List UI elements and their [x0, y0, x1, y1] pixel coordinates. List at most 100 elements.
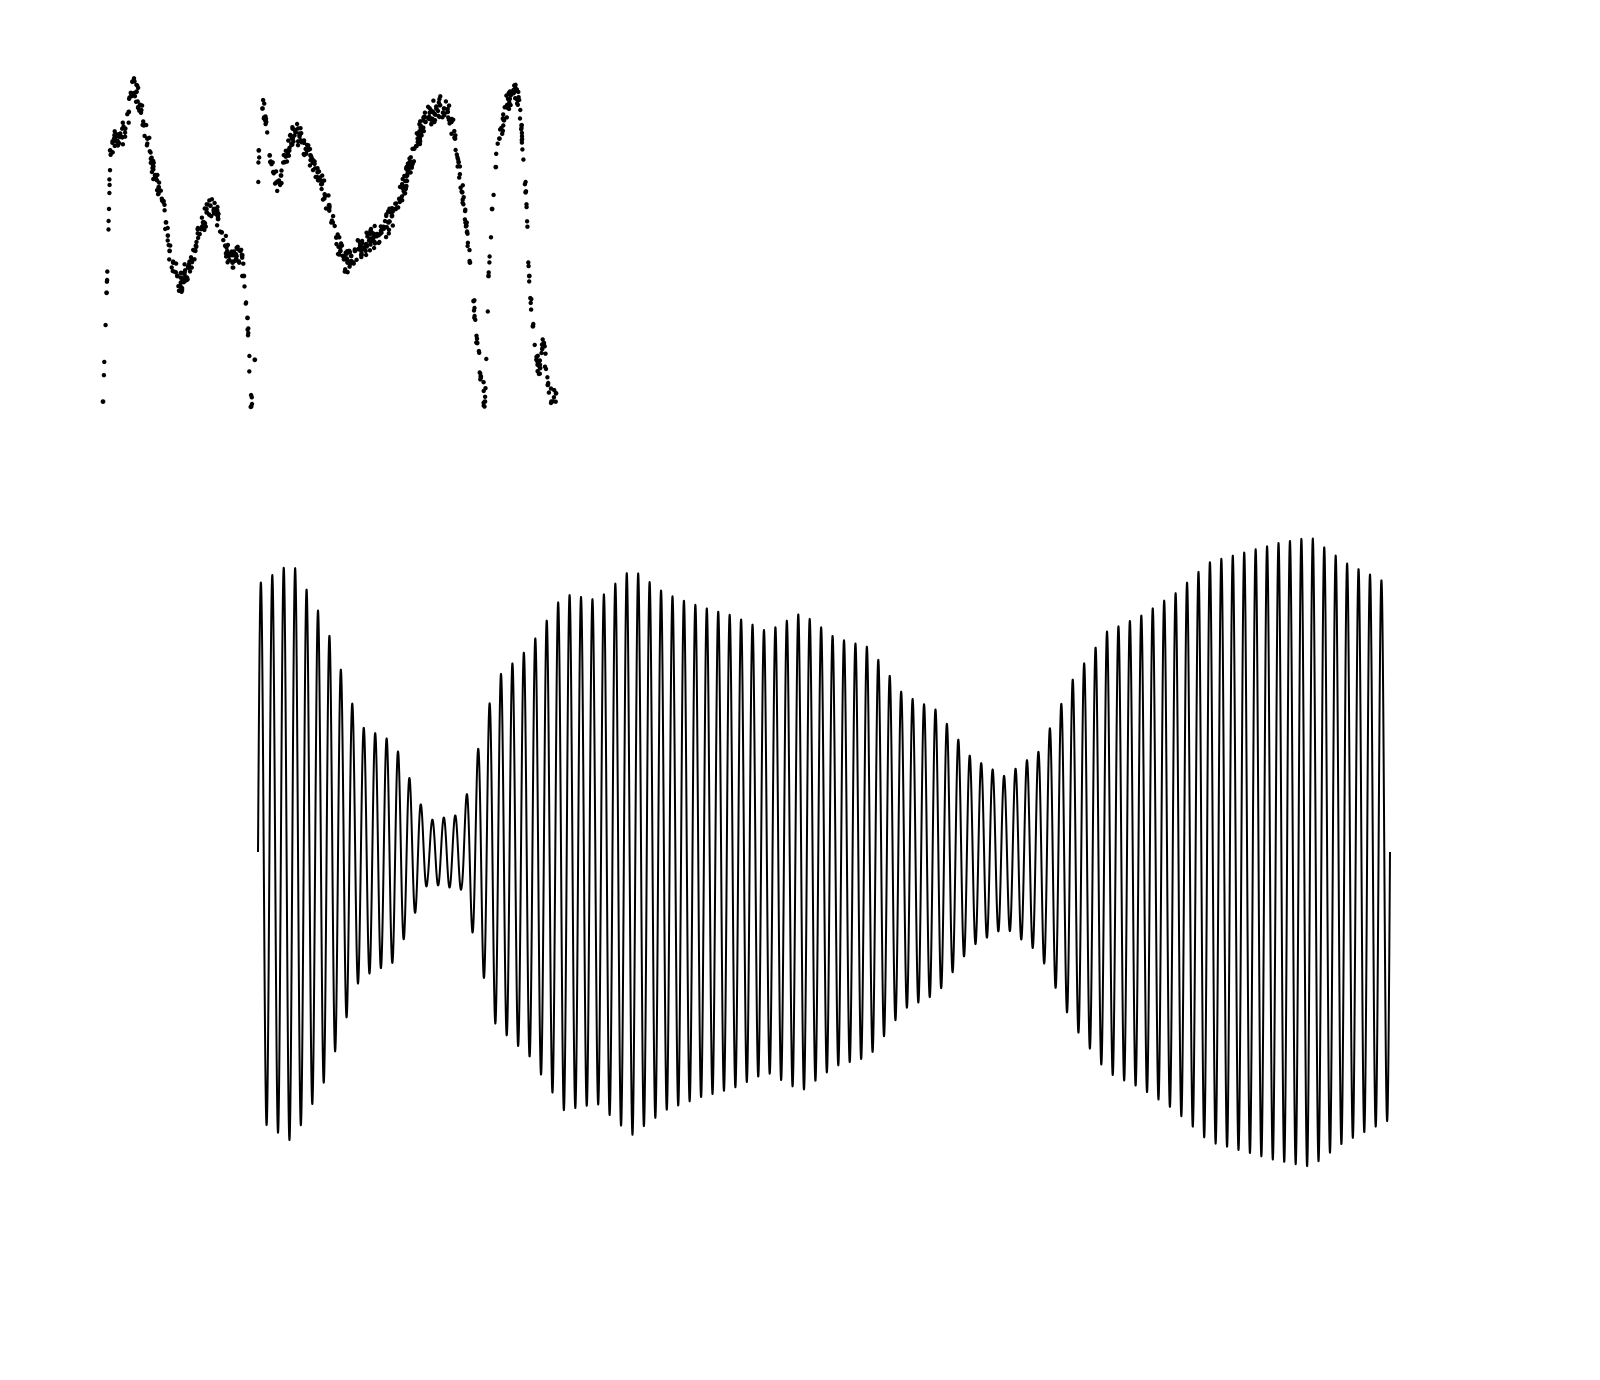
- scatter-point: [418, 125, 423, 130]
- scatter-point: [320, 197, 326, 202]
- scatter-point: [142, 122, 147, 127]
- scatter-point: [116, 140, 122, 146]
- scatter-point: [535, 353, 540, 358]
- scatter-point: [455, 155, 460, 160]
- scatter-point: [126, 120, 131, 125]
- scatter-point: [345, 270, 350, 275]
- scatter-point: [110, 150, 115, 155]
- scatter-point: [368, 236, 374, 241]
- scatter-point: [462, 208, 468, 214]
- scatter-point: [320, 173, 325, 178]
- scatter-point: [433, 112, 438, 117]
- scatter-point: [526, 273, 532, 279]
- scatter-point: [355, 238, 360, 243]
- scatter-point: [307, 163, 313, 168]
- scatter-point: [165, 233, 171, 238]
- scatter-point: [539, 350, 544, 356]
- scatter-point: [178, 270, 183, 276]
- scatter-point: [434, 104, 439, 109]
- scatter-point: [345, 257, 350, 263]
- scatter-point: [495, 141, 500, 146]
- scatter-point: [201, 219, 206, 225]
- scatter-point: [376, 240, 381, 246]
- scatter-point: [410, 146, 415, 152]
- scatter-point: [367, 248, 373, 253]
- scatter-point: [477, 370, 482, 375]
- scatter-point: [281, 160, 286, 165]
- scatter-point: [371, 245, 377, 251]
- scatter-point: [430, 116, 435, 121]
- scatter-point: [465, 243, 470, 249]
- scatter-point: [273, 169, 279, 174]
- scatter-point: [551, 395, 557, 400]
- scatter-point: [291, 127, 296, 132]
- scatter-point: [421, 128, 426, 134]
- scatter-point: [256, 148, 262, 153]
- scatter-point: [359, 252, 364, 257]
- scatter-point: [472, 305, 477, 311]
- scatter-point: [403, 185, 409, 190]
- scatter-point: [431, 98, 436, 103]
- scatter-point: [154, 178, 160, 183]
- scatter-point: [156, 191, 161, 196]
- scatter-point: [437, 96, 442, 102]
- scatter-point: [487, 254, 492, 259]
- scatter-point: [187, 269, 193, 274]
- scatter-point: [106, 227, 111, 232]
- scatter-point: [105, 269, 110, 274]
- scatter-point: [478, 375, 483, 381]
- scatter-point: [528, 307, 534, 312]
- scatter-point: [338, 248, 343, 254]
- scatter-point: [231, 249, 237, 254]
- scatter-point: [485, 309, 490, 314]
- scatter-point: [247, 369, 252, 374]
- scatter-point: [151, 164, 156, 169]
- scatter-point: [389, 206, 395, 211]
- scatter-point: [192, 257, 197, 262]
- scatter-point: [263, 121, 268, 127]
- scatter-point: [186, 263, 192, 269]
- scatter-point: [169, 265, 174, 270]
- scatter-point: [364, 244, 369, 249]
- scatter-point: [335, 251, 341, 257]
- scatter-point: [390, 223, 395, 228]
- scatter-point: [107, 177, 112, 182]
- scatter-point: [195, 235, 201, 241]
- scatter-point: [215, 204, 220, 210]
- scatter-point: [107, 190, 112, 196]
- scatter-point: [202, 227, 207, 233]
- scatter-point: [332, 223, 337, 229]
- scatter-point: [319, 186, 324, 192]
- scatter-point: [283, 154, 288, 159]
- scatter-point: [472, 298, 477, 303]
- scatter-point: [407, 156, 412, 161]
- scatter-point: [120, 126, 125, 131]
- scatter-point: [389, 214, 395, 219]
- scatter-point: [279, 168, 284, 173]
- scatter-point: [365, 234, 370, 239]
- scatter-point: [286, 138, 291, 143]
- scatter-point: [151, 176, 156, 182]
- scatter-point: [316, 169, 322, 174]
- scatter-point: [212, 200, 217, 206]
- scatter-point: [486, 270, 491, 275]
- scatter-point: [337, 235, 342, 240]
- scatter-point: [536, 361, 542, 366]
- scatter-point: [523, 189, 529, 194]
- scatter-point: [354, 257, 359, 262]
- scatter-point: [279, 180, 284, 186]
- scatter-point: [516, 95, 521, 100]
- scatter-point: [368, 239, 374, 244]
- scatter-point: [243, 301, 248, 306]
- scatter-point: [263, 116, 269, 121]
- scatter-point: [137, 108, 142, 113]
- scatter-point: [399, 182, 405, 187]
- scatter-point: [443, 99, 449, 104]
- scatter-point: [215, 208, 220, 213]
- scatter-point: [182, 262, 187, 267]
- scatter-point: [151, 158, 156, 164]
- scatter-point: [497, 136, 502, 142]
- scatter-point: [372, 241, 378, 246]
- scatter-point: [343, 267, 348, 272]
